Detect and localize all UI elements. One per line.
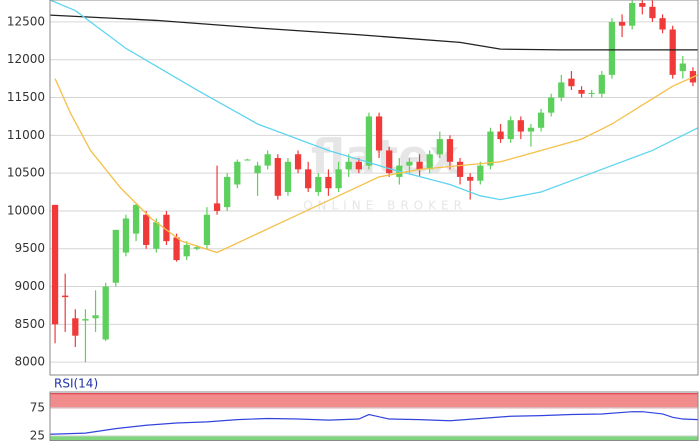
candle-body (527, 127, 535, 132)
y-tick-label: 10000 (7, 203, 45, 217)
rsi-line (49, 411, 699, 435)
watermark-sub: ONLINE BROKER (303, 199, 467, 213)
candle-body (629, 3, 636, 26)
y-tick-label: 25 (30, 428, 45, 441)
candle-body (203, 214, 211, 245)
candle-body (132, 204, 140, 234)
candle-body (659, 18, 666, 30)
moving-average (54, 74, 699, 254)
y-tick-label: 8500 (14, 317, 45, 331)
candle-body (446, 139, 454, 162)
candle-body (517, 120, 524, 132)
candle-body (375, 116, 383, 151)
y-tick-label: 9000 (14, 279, 45, 293)
candle-body (92, 315, 99, 319)
y-tick-label: 12000 (7, 52, 45, 66)
candle-body (153, 222, 160, 249)
candle-body (62, 295, 69, 298)
plot-frame (49, 0, 699, 376)
rsi-title: RSI(14) (54, 377, 98, 391)
candle-body (355, 161, 362, 170)
candle-body (72, 318, 79, 336)
candle-body (456, 161, 464, 177)
candle-body (679, 63, 686, 72)
candle-body (264, 154, 271, 166)
candle-body (558, 82, 565, 98)
candle-body (426, 154, 433, 170)
candle-body (82, 319, 89, 321)
candle-body (608, 21, 616, 75)
candle-body (143, 214, 150, 245)
candle-body (568, 78, 575, 87)
candle-body (51, 204, 59, 325)
candle-body (416, 161, 423, 170)
candle-body (598, 74, 605, 94)
candle-body (406, 161, 413, 166)
candle-body (224, 176, 231, 208)
candle-body (365, 116, 373, 166)
candle-body (112, 229, 119, 283)
candle-body (335, 169, 342, 189)
candle-body (669, 29, 676, 75)
candle-body (386, 150, 393, 174)
y-tick-label: 75 (30, 400, 45, 414)
moving-average (49, 0, 699, 201)
y-tick-label: 8000 (14, 355, 45, 369)
candle-body (254, 165, 261, 174)
candle-body (588, 92, 595, 94)
candle-body (315, 176, 322, 193)
candle-body (305, 169, 312, 189)
candle-body (284, 161, 292, 193)
y-tick-label: 10500 (7, 166, 45, 180)
candle-body (193, 247, 200, 249)
candle-body (537, 112, 545, 128)
candle-body (345, 161, 352, 170)
y-tick-label: 11000 (7, 128, 45, 142)
candle-body (578, 89, 585, 94)
y-tick-label: 9500 (14, 241, 45, 255)
candle-body (213, 203, 221, 211)
candle-body (487, 131, 494, 166)
rsi-band (50, 435, 698, 441)
candle-body (325, 176, 332, 189)
candle-body (183, 244, 190, 257)
y-tick-label: 12500 (7, 14, 45, 28)
y-tick-label: 11500 (7, 90, 45, 104)
candle-body (274, 158, 281, 196)
candle-body (639, 3, 646, 7)
candle-body (102, 286, 109, 340)
candle-body (618, 21, 626, 26)
candle-body (497, 131, 504, 140)
rsi-bands (50, 393, 698, 441)
candle-body (436, 139, 443, 155)
candle-body (294, 154, 302, 170)
candle-body (173, 237, 180, 261)
candle-body (234, 161, 241, 185)
candle-body (244, 159, 251, 161)
candle-body (548, 97, 555, 113)
candle-body (477, 165, 484, 181)
moving-average (49, 14, 698, 51)
candle-body (467, 176, 474, 181)
rsi-band (50, 393, 698, 409)
candle-body (507, 120, 514, 140)
candle-body (649, 6, 656, 19)
candle-body (122, 218, 130, 253)
candle-body (163, 214, 170, 242)
